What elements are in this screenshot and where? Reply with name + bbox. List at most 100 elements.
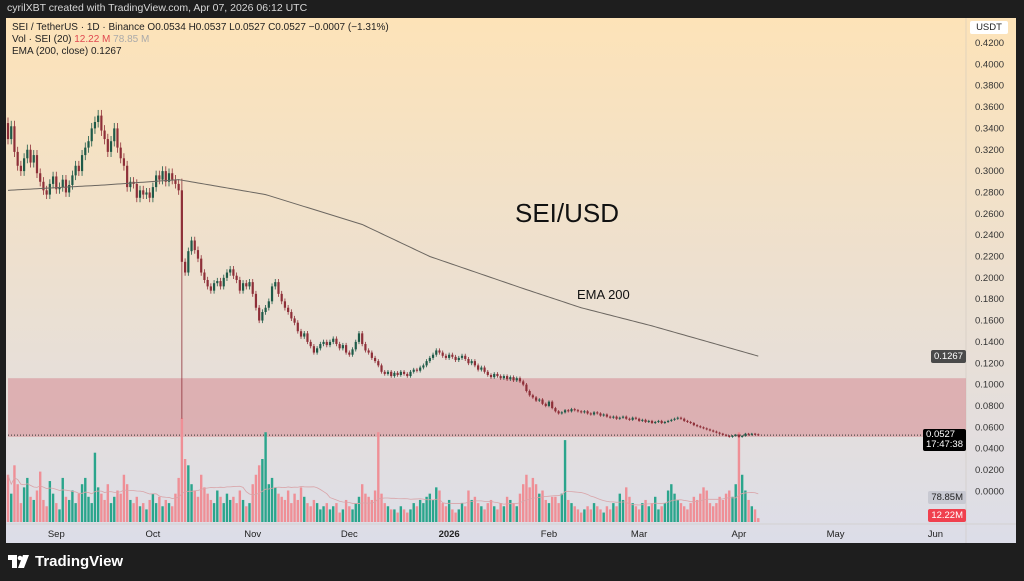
volume-bar bbox=[711, 506, 715, 522]
last-price-value: 0.0527 bbox=[926, 429, 956, 440]
price-tick-label: 0.1600 bbox=[975, 316, 1004, 327]
time-tick-label: Oct bbox=[146, 529, 161, 540]
volume-bar bbox=[431, 499, 435, 522]
volume-bar bbox=[383, 503, 386, 522]
candle-body bbox=[570, 409, 573, 412]
candle-body bbox=[187, 251, 190, 273]
volume-bar bbox=[557, 503, 560, 522]
candle-body bbox=[435, 350, 438, 355]
volume-bar bbox=[377, 432, 380, 522]
candle-body bbox=[602, 414, 605, 416]
candle-body bbox=[657, 420, 660, 422]
candle-body bbox=[702, 427, 705, 429]
volume-bar bbox=[602, 512, 605, 522]
candle-body bbox=[13, 126, 16, 152]
volume-bar bbox=[666, 490, 670, 522]
candle-body bbox=[667, 420, 670, 422]
volume-bar bbox=[296, 499, 299, 522]
candle-body bbox=[679, 417, 683, 419]
volume-bar bbox=[499, 503, 502, 522]
candle-body bbox=[68, 184, 71, 193]
symbol-ohlc-legend: SEI / TetherUS · 1D · Binance O0.0534 H0… bbox=[12, 22, 389, 33]
ema-200-line bbox=[7, 179, 759, 357]
candle-body bbox=[393, 372, 396, 377]
volume-bar bbox=[422, 503, 425, 522]
candle-body bbox=[541, 399, 544, 404]
volume-bar bbox=[441, 503, 444, 522]
price-tick-label: 0.3600 bbox=[975, 102, 1004, 113]
volume-bar bbox=[22, 487, 26, 522]
candle-body bbox=[216, 281, 219, 284]
candle-body bbox=[705, 428, 708, 430]
time-tick-label: Dec bbox=[341, 529, 358, 540]
volume-bar bbox=[151, 493, 155, 522]
candle-body bbox=[212, 283, 216, 291]
candle-body bbox=[290, 312, 293, 319]
volume-legend: Vol · SEI (20) 12.22 M 78.85 M bbox=[12, 34, 149, 45]
volume-bar bbox=[589, 509, 593, 522]
candle-body bbox=[512, 377, 515, 381]
volume-bar bbox=[541, 490, 544, 522]
volume-bar bbox=[637, 509, 641, 522]
volume-bar bbox=[177, 477, 180, 522]
candle-body bbox=[470, 361, 473, 364]
candle-body bbox=[328, 341, 332, 346]
candle-body bbox=[109, 141, 113, 152]
volume-ma-tag: 78.85M bbox=[928, 491, 966, 504]
candle-body bbox=[190, 240, 193, 252]
candle-body bbox=[386, 371, 390, 374]
candle-body bbox=[383, 371, 386, 374]
volume-bar bbox=[171, 506, 174, 522]
candle-body bbox=[744, 433, 747, 436]
volume-bar bbox=[747, 499, 750, 522]
volume-bar bbox=[67, 499, 71, 522]
candle-body bbox=[306, 333, 309, 342]
volume-bar bbox=[183, 459, 187, 522]
candle-body bbox=[39, 173, 42, 182]
volume-bar bbox=[544, 499, 547, 522]
candle-body bbox=[296, 322, 299, 332]
candle-body bbox=[164, 171, 167, 182]
candle-body bbox=[361, 333, 364, 345]
candle-body bbox=[354, 341, 357, 350]
candle-body bbox=[312, 346, 315, 353]
volume-bar bbox=[724, 493, 728, 522]
candle-body bbox=[457, 357, 460, 361]
candle-body bbox=[345, 345, 348, 353]
candle-body bbox=[734, 434, 737, 436]
volume-bar bbox=[303, 496, 306, 522]
candle-body bbox=[103, 130, 106, 140]
candle-body bbox=[747, 433, 750, 435]
candle-body bbox=[116, 128, 119, 148]
candle-body bbox=[58, 187, 61, 190]
volume-bar bbox=[267, 484, 271, 522]
volume-bar bbox=[583, 509, 586, 522]
candle-body bbox=[489, 374, 493, 378]
candle-body bbox=[145, 192, 148, 195]
volume-bar bbox=[573, 506, 576, 522]
candle-body bbox=[605, 414, 609, 417]
currency-selector[interactable]: USDT bbox=[970, 21, 1008, 34]
candle-body bbox=[712, 430, 715, 432]
volume-bar bbox=[161, 506, 164, 522]
volume-bar bbox=[708, 503, 712, 522]
candle-body bbox=[428, 357, 431, 362]
volume-bar bbox=[196, 496, 200, 522]
volume-bar bbox=[87, 496, 90, 522]
price-tick-label: 0.4200 bbox=[975, 38, 1004, 49]
candle-body bbox=[309, 341, 312, 347]
candle-body bbox=[90, 128, 93, 142]
volume-bar bbox=[132, 503, 135, 522]
volume-bar bbox=[554, 496, 557, 522]
candle-body bbox=[670, 419, 673, 421]
candle-body bbox=[100, 115, 103, 131]
candle-body bbox=[599, 413, 602, 416]
volume-bar bbox=[505, 496, 509, 522]
volume-bar bbox=[380, 493, 383, 522]
tradingview-logo[interactable]: TradingView bbox=[8, 553, 123, 570]
candle-body bbox=[71, 175, 74, 185]
support-zone bbox=[8, 378, 966, 437]
volume-bar bbox=[496, 509, 499, 522]
volume-bar bbox=[222, 503, 225, 522]
